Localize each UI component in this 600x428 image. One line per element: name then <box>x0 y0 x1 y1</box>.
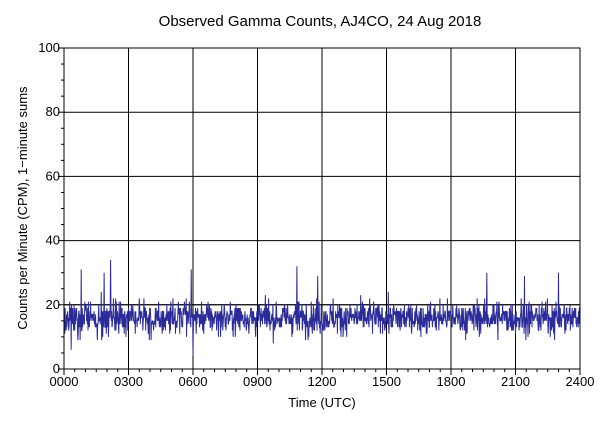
y-tick-label-1: 20 <box>46 297 60 312</box>
x-axis-label: Time (UTC) <box>288 395 355 410</box>
y-tick-label-3: 60 <box>46 168 60 183</box>
x-tick-label-0: 0000 <box>50 374 79 389</box>
x-tick-label-4: 1200 <box>308 374 337 389</box>
y-tick-label-2: 40 <box>46 233 60 248</box>
x-minor-ticks <box>63 369 581 375</box>
x-tick-labels: 0000 0300 0600 0900 1200 1500 1800 2100 2400 <box>50 374 595 389</box>
x-tick-label-7: 2100 <box>501 374 530 389</box>
x-tick-label-5: 1500 <box>372 374 401 389</box>
y-tick-label-5: 100 <box>38 40 60 55</box>
x-tick-label-3: 0900 <box>243 374 272 389</box>
y-tick-label-4: 80 <box>46 104 60 119</box>
y-tick-label-0: 0 <box>53 361 60 376</box>
gamma-counts-series-line <box>63 259 580 357</box>
x-tick-label-1: 0300 <box>114 374 143 389</box>
y-minor-ticks <box>58 47 64 370</box>
chart-title: Observed Gamma Counts, AJ4CO, 24 Aug 201… <box>159 13 482 30</box>
y-tick-labels: 0 20 40 60 80 100 <box>38 40 60 376</box>
y-axis-label: Counts per Minute (CPM), 1−minute sums <box>15 86 30 330</box>
x-tick-label-8: 2400 <box>566 374 595 389</box>
x-tick-label-2: 0600 <box>179 374 208 389</box>
x-tick-label-6: 1800 <box>437 374 466 389</box>
